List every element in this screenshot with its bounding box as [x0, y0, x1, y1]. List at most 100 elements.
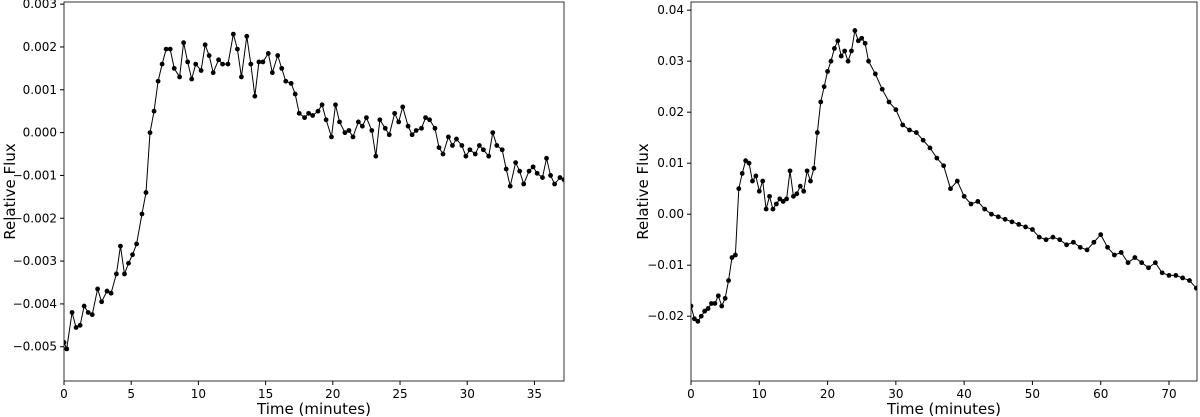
- data-point: [828, 58, 834, 64]
- data-point: [1036, 234, 1042, 240]
- data-point: [323, 117, 329, 123]
- data-point: [859, 35, 865, 41]
- data-point: [283, 78, 289, 84]
- data-point: [350, 134, 356, 140]
- data-point: [534, 170, 540, 176]
- x-tick-label: 0: [60, 387, 68, 401]
- data-point: [886, 99, 892, 105]
- data-point: [409, 132, 415, 138]
- data-point: [855, 38, 861, 44]
- data-point: [143, 190, 149, 195]
- data-point: [879, 86, 885, 92]
- y-tick-label: 0.001: [23, 83, 57, 97]
- data-point: [513, 160, 519, 165]
- data-point: [544, 155, 549, 161]
- data-point: [872, 71, 878, 77]
- data-point: [494, 143, 500, 148]
- data-point: [920, 137, 926, 143]
- data-point: [181, 40, 187, 46]
- data-point: [719, 303, 725, 309]
- data-point: [760, 178, 766, 184]
- data-point: [780, 199, 786, 204]
- x-tick-label: 50: [1025, 387, 1040, 401]
- data-point: [369, 128, 375, 133]
- data-point: [750, 178, 755, 184]
- data-line: [691, 30, 1197, 323]
- x-axis-label: Time (minutes): [886, 400, 1001, 417]
- axes-frame: [690, 1, 1198, 382]
- data-point: [1180, 275, 1186, 281]
- y-tick-label: −0.002: [13, 211, 57, 225]
- data-point: [507, 183, 513, 189]
- data-point: [1016, 222, 1022, 227]
- y-tick-label: −0.01: [647, 258, 684, 272]
- data-point: [85, 310, 91, 315]
- data-point: [1009, 219, 1015, 225]
- data-point: [729, 255, 735, 260]
- data-point: [849, 48, 854, 54]
- x-tick-label: 5: [127, 387, 135, 401]
- data-line: [64, 33, 564, 351]
- data-point: [526, 168, 532, 174]
- data-point: [1050, 234, 1056, 240]
- x-tick-label: 30: [888, 387, 903, 401]
- data-point: [342, 130, 348, 136]
- data-point: [1043, 237, 1049, 243]
- data-point: [147, 130, 153, 136]
- data-point: [989, 211, 994, 217]
- data-point: [185, 59, 191, 65]
- data-point: [746, 160, 752, 166]
- data-point: [206, 53, 212, 58]
- y-tick-label: 0.02: [657, 105, 684, 119]
- data-point: [756, 188, 762, 194]
- data-point: [548, 173, 553, 178]
- data-point: [139, 211, 145, 217]
- y-tick-label: 0.003: [23, 0, 57, 11]
- data-point: [377, 117, 383, 123]
- data-point: [1139, 260, 1145, 266]
- data-point: [346, 128, 352, 133]
- data-point: [189, 76, 195, 82]
- data-point: [248, 61, 254, 67]
- data-point: [838, 53, 844, 59]
- data-point: [753, 173, 759, 179]
- data-point: [722, 295, 728, 301]
- data-point: [784, 196, 790, 202]
- data-point: [1146, 265, 1151, 271]
- data-point: [472, 151, 478, 157]
- data-point: [419, 125, 424, 131]
- data-point: [692, 316, 697, 322]
- data-point: [329, 134, 334, 140]
- data-point: [818, 99, 824, 105]
- data-point: [1118, 250, 1124, 255]
- data-point: [99, 299, 105, 305]
- plot-area: [64, 31, 564, 352]
- data-point: [234, 46, 240, 52]
- x-axis-label: Time (minutes): [256, 400, 371, 417]
- data-point: [517, 168, 523, 174]
- data-point: [913, 130, 919, 135]
- data-point: [552, 181, 557, 187]
- plot-area: [691, 28, 1197, 324]
- data-point: [163, 46, 169, 52]
- data-point: [64, 346, 70, 352]
- data-point: [177, 74, 182, 80]
- data-point: [767, 193, 772, 199]
- data-point: [220, 61, 226, 67]
- data-point: [373, 153, 379, 159]
- data-point: [450, 143, 455, 148]
- data-point: [118, 243, 123, 249]
- data-point: [151, 108, 157, 114]
- data-point: [423, 115, 428, 121]
- axes-frame: [63, 1, 565, 382]
- data-point: [1193, 285, 1197, 291]
- data-point: [995, 214, 1001, 220]
- data-point: [695, 318, 701, 324]
- data-point: [794, 191, 800, 197]
- data-point: [486, 153, 492, 159]
- data-point: [405, 123, 411, 129]
- data-point: [198, 68, 204, 73]
- data-point: [476, 143, 482, 148]
- data-point: [808, 178, 813, 184]
